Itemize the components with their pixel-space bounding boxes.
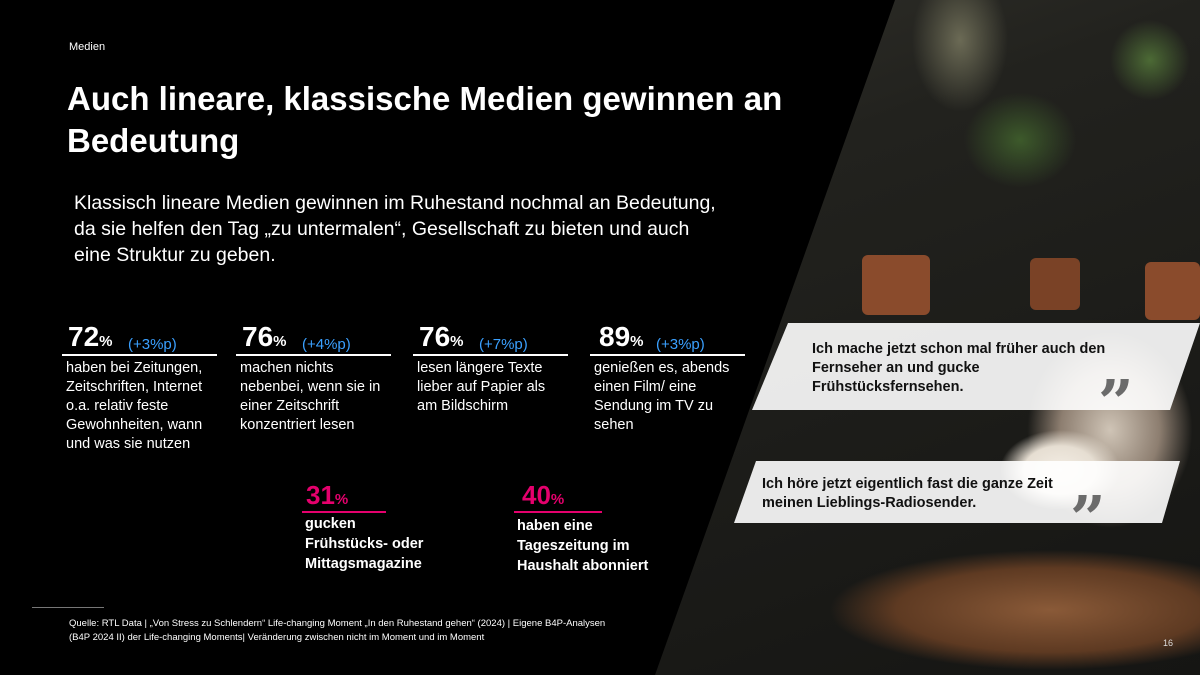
- plant-pot: [1145, 262, 1200, 320]
- quote-mark-icon: ”: [1098, 366, 1134, 439]
- highlight-value: 31%: [306, 482, 348, 513]
- stat-description: machen nichts nebenbei, wenn sie in eine…: [240, 360, 381, 433]
- quote-text: Ich mache jetzt schon mal früher auch de…: [812, 341, 1106, 395]
- stat-header: 72% (+3%p): [62, 323, 217, 356]
- stat-header: 76% (+4%p): [236, 323, 391, 356]
- stat-number: 72: [68, 321, 100, 352]
- stat-block: 76% (+4%p) machen nichts nebenbei, wenn …: [236, 323, 391, 435]
- page-number: 16: [1163, 638, 1174, 648]
- stat-header: 76% (+7%p): [413, 323, 568, 356]
- stat-description: haben bei Zeitungen, Zeitschriften, Inte…: [66, 360, 203, 452]
- stat-value: 72%: [68, 323, 113, 356]
- stat-unit: %: [273, 333, 287, 350]
- stat-value: 89%: [599, 323, 644, 356]
- stat-unit: %: [99, 333, 113, 350]
- highlight-unit: %: [550, 491, 565, 508]
- quote-mark-icon: ”: [1070, 482, 1106, 555]
- highlight-description: gucken Frühstücks- oder Mittagsmagazine: [305, 516, 424, 572]
- stat-delta: (+3%p): [656, 336, 705, 353]
- stat-unit: %: [450, 333, 464, 350]
- intro-text: Klassisch lineare Medien gewinnen im Ruh…: [74, 192, 716, 266]
- highlight-stat: 31% gucken Frühstücks- oder Mittagsmagaz…: [302, 482, 452, 574]
- stat-delta: (+7%p): [479, 336, 528, 353]
- highlight-value: 40%: [522, 482, 564, 513]
- stat-block: 89% (+3%p) genießen es, abends einen Fil…: [590, 323, 745, 435]
- highlight-number: 31: [306, 480, 335, 510]
- stat-number: 76: [242, 321, 274, 352]
- plant-pot: [1030, 258, 1080, 310]
- stat-description: lesen längere Texte lieber auf Papier al…: [417, 360, 546, 414]
- stat-description: genießen es, abends einen Film/ eine Sen…: [594, 360, 730, 433]
- stat-value: 76%: [419, 323, 464, 356]
- stat-value: 76%: [242, 323, 287, 356]
- source-note: Quelle: RTL Data | „Von Stress zu Schlen…: [69, 618, 606, 643]
- quote-box: Ich höre jetzt eigentlich fast die ganze…: [734, 461, 1180, 523]
- highlight-description: haben eine Tageszeitung im Haushalt abon…: [517, 518, 649, 574]
- highlight-stat: 40% haben eine Tageszeitung im Haushalt …: [514, 482, 674, 576]
- highlight-number: 40: [522, 480, 551, 510]
- highlight-unit: %: [334, 491, 349, 508]
- stat-number: 76: [419, 321, 451, 352]
- stat-delta: (+3%p): [128, 336, 177, 353]
- plant-pot: [862, 255, 930, 315]
- page-title: Auch lineare, klassische Medien gewinnen…: [67, 80, 783, 159]
- stat-unit: %: [630, 333, 644, 350]
- highlight-header: 31%: [302, 482, 386, 513]
- quote-box: Ich mache jetzt schon mal früher auch de…: [752, 323, 1200, 410]
- stat-delta: (+4%p): [302, 336, 351, 353]
- stat-number: 89: [599, 321, 631, 352]
- quote-text: Ich höre jetzt eigentlich fast die ganze…: [762, 476, 1053, 511]
- footer-divider: [32, 607, 104, 608]
- highlight-header: 40%: [514, 482, 602, 513]
- section-label: Medien: [69, 41, 106, 53]
- stat-block: 72% (+3%p) haben bei Zeitungen, Zeitschr…: [62, 323, 217, 454]
- stat-block: 76% (+7%p) lesen längere Texte lieber au…: [413, 323, 568, 416]
- stat-header: 89% (+3%p): [590, 323, 745, 356]
